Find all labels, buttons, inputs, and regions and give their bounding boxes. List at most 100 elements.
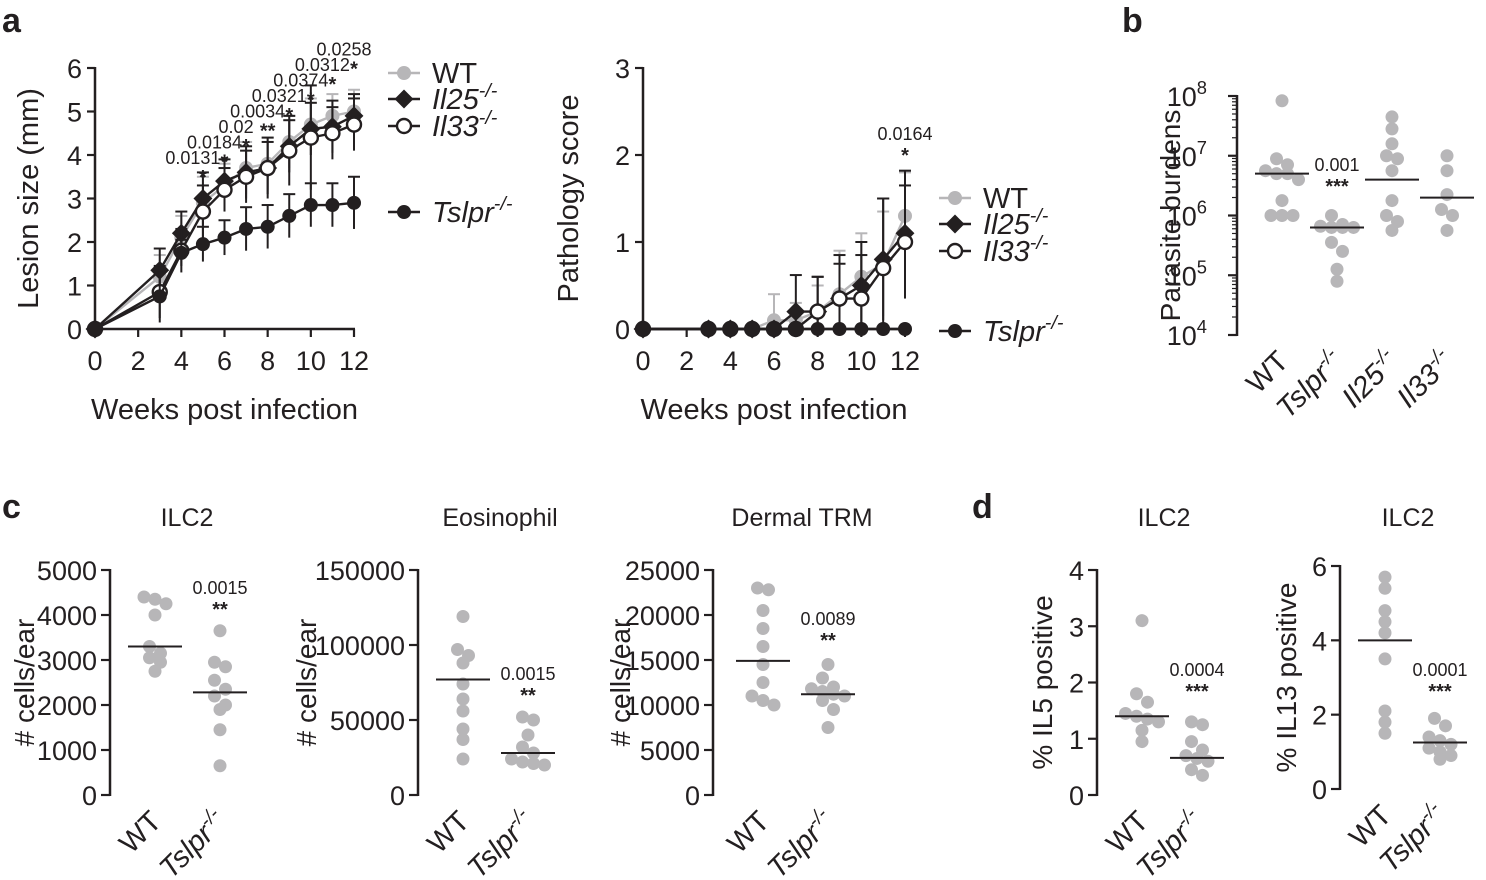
y-tick-label: 10000 [625,691,700,721]
chart-title: ILC2 [1382,504,1435,532]
data-point [1378,704,1392,718]
chart-title: Dermal TRM [731,504,872,532]
significance-stars: *** [1185,681,1209,703]
data-point [1440,223,1454,237]
data-point [1325,209,1338,222]
data-point [1433,752,1447,766]
data-point [1135,723,1149,737]
data-point [1422,741,1436,755]
data-point [159,597,173,611]
legend-marker [948,324,962,338]
group-il33 [1420,149,1474,237]
data-point [821,721,835,734]
x-tick-label: 12 [890,346,920,376]
data-point [1135,735,1149,749]
x-category-label: Il33-/- [1389,343,1460,414]
data-point [538,758,551,772]
data-point [636,322,650,336]
panel-label-d: d [972,488,993,526]
data-point [1378,626,1392,640]
data-point [1385,194,1399,208]
data-point [838,689,851,703]
y-tick-label: 108 [1167,77,1207,112]
y-tick-label: 15000 [625,646,700,676]
significance-stars: * [199,167,207,189]
data-point [456,610,470,623]
panel-label-b: b [1122,2,1143,40]
y-tick-label: 1 [67,272,82,302]
data-point [281,142,298,159]
legend-label: Tslpr-/- [983,312,1064,348]
data-point [1385,223,1399,237]
y-tick-label: 4 [1069,556,1084,586]
data-point [827,703,840,716]
data-point [516,740,529,754]
data-point [347,195,361,210]
y-axis-title: % IL5 positive [1027,595,1058,769]
data-point [137,590,151,604]
p-value-label: 0.0374 [273,71,328,91]
series-tslpr [88,175,361,336]
data-point [208,655,221,669]
group-wt [1358,570,1412,740]
legend-marker [948,191,962,205]
data-point [1385,137,1399,151]
data-point [213,723,227,737]
significance-stars: ** [820,630,836,652]
data-point [853,290,870,307]
group-tslpr [193,624,247,773]
x-tick-label: 8 [260,346,275,376]
p-value-label: 0.0131 [165,148,220,168]
x-category-label: Il25-/- [1334,343,1405,414]
legend-label: Il33-/- [983,232,1049,268]
p-value-label: 0.0184 [187,133,242,153]
data-point [148,664,162,678]
data-point [194,203,212,220]
data-point [303,198,318,213]
data-point [219,682,232,696]
data-point [745,689,759,703]
significance-stars: *** [1325,176,1349,198]
dermal-trm-cells-chart: Dermal TRM 0 5000 10000 15000 20000 25000 # cel… [605,504,873,880]
legend-marker [397,205,411,219]
data-point [1378,604,1392,618]
data-point [260,219,275,234]
data-point [1444,749,1458,763]
data-point [805,682,818,696]
p-value-label: 0.02 [219,117,254,137]
data-point [259,159,276,177]
data-point [1446,209,1459,222]
p-value-label: 0.0001 [1412,660,1467,680]
y-tick-label: 2 [1069,669,1084,699]
data-point [1135,614,1149,628]
group-wt [1255,94,1309,222]
significance-stars: * [901,145,909,167]
data-point [1378,726,1392,740]
data-point [88,322,102,336]
x-tick-label: 4 [723,346,738,376]
p-value-label: 0.0015 [192,578,247,598]
x-tick-label: 2 [679,346,694,376]
data-point [195,237,210,252]
data-point [1275,194,1289,208]
data-point [213,703,227,716]
data-point [874,259,892,277]
data-point [213,759,227,773]
y-tick-label: 1 [615,228,630,258]
data-point [451,643,464,656]
y-axis-title: Lesion size (mm) [13,88,45,309]
p-value-label: 0.0258 [316,40,371,60]
group-tslpr [1413,711,1467,766]
data-point [854,322,869,336]
data-point [1378,652,1392,666]
data-point [1391,152,1404,166]
data-point [1196,718,1209,732]
y-tick-label: 150000 [315,556,405,586]
data-point [898,322,912,336]
data-point [1141,712,1154,726]
data-point [1264,209,1278,222]
data-point [219,660,232,674]
data-point [456,752,470,766]
